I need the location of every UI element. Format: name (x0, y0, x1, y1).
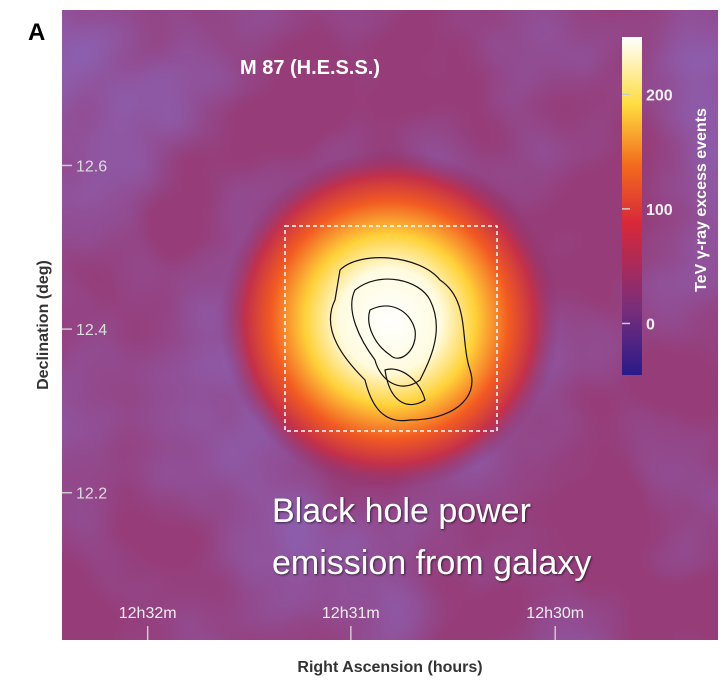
x-axis-label: Right Ascension (hours) (297, 659, 482, 676)
colorbar (622, 37, 642, 375)
map-source (62, 10, 718, 640)
region-box (284, 225, 498, 432)
y-tick-label: 12.6 (76, 158, 107, 175)
annotation: Black hole power (272, 492, 531, 530)
colorbar-tick-label: 200 (646, 87, 673, 104)
y-axis-label: Declination (deg) (35, 260, 52, 390)
chart-title: M 87 (H.E.S.S.) (240, 57, 380, 79)
x-tick-label: 12h32m (119, 605, 177, 622)
panel-label: A (28, 19, 45, 46)
colorbar-tick-label: 100 (646, 202, 673, 219)
x-tick-label: 12h31m (322, 605, 380, 622)
annotation: emission from galaxy (272, 544, 591, 582)
y-tick-label: 12.4 (76, 322, 107, 339)
colorbar-label: TeV γ-ray excess events (693, 108, 710, 292)
y-tick-label: 12.2 (76, 486, 107, 503)
x-tick-label: 12h30m (526, 605, 584, 622)
axes: 12.2 12.4 12.6 12h32m 12h31m 12h30m 0 100 200 Bla… (62, 87, 673, 640)
colorbar-tick-label: 0 (646, 316, 655, 333)
contours (329, 257, 473, 422)
